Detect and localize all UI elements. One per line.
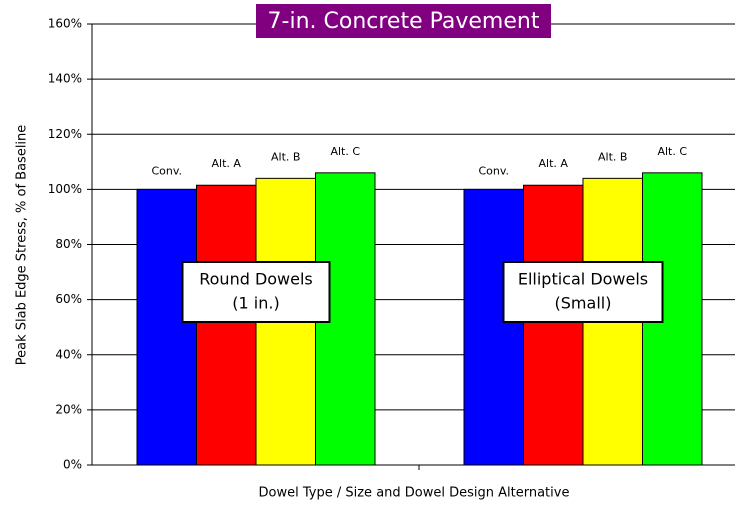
title-box xyxy=(256,4,551,38)
y-tick-label: 80% xyxy=(55,237,82,251)
chart-title: 7-in. Concrete Pavement xyxy=(268,9,540,34)
bar xyxy=(136,188,197,466)
bar-label: Alt. B xyxy=(598,150,627,163)
bar xyxy=(196,184,257,466)
category-box-frame xyxy=(502,261,664,323)
y-tick-label: 20% xyxy=(55,402,82,416)
category-box: Round Dowels (1 in.) xyxy=(181,261,331,323)
bar-label: Alt. A xyxy=(539,157,569,170)
bar-label: Conv. xyxy=(478,164,509,177)
y-tick-label: 40% xyxy=(55,347,82,361)
category-label: (1 in.) xyxy=(232,294,279,313)
bar xyxy=(463,188,524,466)
y-axis-label: Peak Slab Edge Stress, % of Baseline xyxy=(15,125,30,366)
bar-label: Conv. xyxy=(151,164,182,177)
category-box-frame xyxy=(181,261,331,323)
category-label: Elliptical Dowels xyxy=(518,270,648,289)
category-box: Elliptical Dowels (Small) xyxy=(502,261,664,323)
y-tick-label: 100% xyxy=(48,182,82,196)
y-tick-label: 0% xyxy=(63,458,82,472)
y-tick-label: 140% xyxy=(48,72,82,86)
bar xyxy=(523,184,584,466)
y-tick-label: 120% xyxy=(48,127,82,141)
category-label: Round Dowels xyxy=(199,270,313,289)
bar-label: Alt. B xyxy=(271,150,300,163)
bar-label: Alt. C xyxy=(657,145,687,158)
y-tick-label: 60% xyxy=(55,292,82,306)
bar-label: Alt. A xyxy=(212,157,242,170)
bar-label: Alt. C xyxy=(330,145,360,158)
x-axis-label: Dowel Type / Size and Dowel Design Alter… xyxy=(259,486,570,501)
category-label: (Small) xyxy=(555,294,612,313)
y-tick-label: 160% xyxy=(48,17,82,31)
